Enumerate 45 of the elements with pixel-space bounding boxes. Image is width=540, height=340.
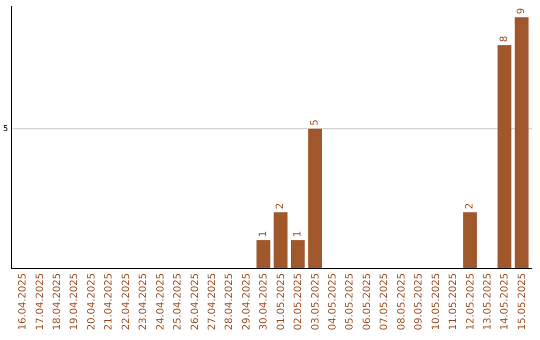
- x-tick-label: 13.05.2025: [482, 273, 494, 330]
- x-tick-label: 09.05.2025: [414, 273, 425, 330]
- data-label: 2: [275, 202, 286, 210]
- x-tick-label: 28.04.2025: [224, 273, 236, 330]
- x-tick-label: 14.05.2025: [500, 273, 511, 330]
- ref-line-label: 5: [3, 124, 8, 133]
- x-tick-label: 05.05.2025: [344, 273, 356, 330]
- x-tick-label: 12.05.2025: [465, 273, 476, 330]
- x-tick-label: 23.04.2025: [138, 273, 150, 330]
- bar: [290, 240, 305, 268]
- x-tick-label: 16.04.2025: [18, 273, 29, 330]
- bar: [256, 240, 270, 268]
- x-tick-label: 26.04.2025: [190, 273, 201, 330]
- x-tick-label: 03.05.2025: [310, 273, 322, 330]
- x-tick-label: 04.05.2025: [328, 273, 339, 330]
- x-tick-label: 01.05.2025: [276, 273, 287, 330]
- x-tick-label: 15.05.2025: [516, 273, 528, 330]
- x-tick-label: 21.04.2025: [104, 273, 115, 330]
- data-label: 5: [310, 119, 321, 126]
- x-tick-label: 30.04.2025: [258, 273, 270, 330]
- x-tick-label: 06.05.2025: [362, 273, 373, 330]
- x-tick-label: 02.05.2025: [293, 273, 304, 330]
- data-label: 2: [464, 202, 476, 210]
- bar: [514, 17, 529, 268]
- bar: [463, 212, 477, 268]
- data-label: 9: [516, 8, 528, 14]
- bar: [274, 212, 288, 268]
- x-tick-label: 19.04.2025: [69, 273, 80, 330]
- x-tick-label: 27.04.2025: [206, 273, 218, 330]
- x-tick-label: 22.04.2025: [120, 273, 132, 330]
- x-tick-label: 11.05.2025: [448, 273, 460, 330]
- bar: [498, 45, 512, 268]
- x-tick-label: 10.05.2025: [430, 273, 442, 330]
- x-tick-label: 17.04.2025: [34, 273, 46, 330]
- data-label: 1: [292, 230, 304, 238]
- data-label: 8: [498, 36, 510, 42]
- x-tick-label: 18.04.2025: [52, 273, 64, 330]
- bar: [308, 128, 322, 268]
- data-label: 1: [258, 230, 269, 238]
- x-tick-label: 25.04.2025: [172, 273, 184, 330]
- x-tick-label: 24.04.2025: [155, 273, 166, 330]
- x-tick-label: 20.04.2025: [86, 273, 98, 330]
- x-tick-label: 29.04.2025: [241, 273, 252, 330]
- x-tick-label: 07.05.2025: [379, 273, 390, 330]
- x-tick-label: 08.05.2025: [396, 273, 408, 330]
